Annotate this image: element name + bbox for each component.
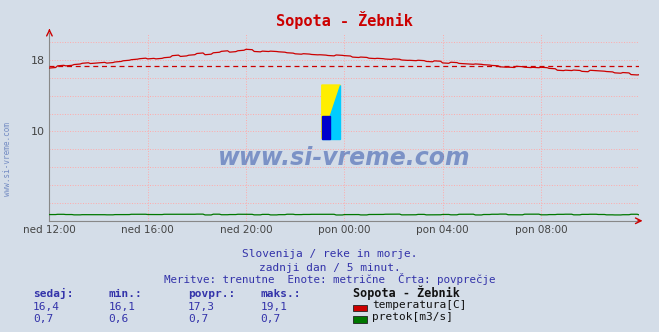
Text: zadnji dan / 5 minut.: zadnji dan / 5 minut. xyxy=(258,263,401,273)
Text: 17,3: 17,3 xyxy=(188,302,215,312)
Text: min.:: min.: xyxy=(109,289,142,299)
Text: sedaj:: sedaj: xyxy=(33,288,73,299)
Text: 0,7: 0,7 xyxy=(188,314,208,324)
Text: Slovenija / reke in morje.: Slovenija / reke in morje. xyxy=(242,249,417,259)
Text: 0,7: 0,7 xyxy=(260,314,281,324)
Text: temperatura[C]: temperatura[C] xyxy=(372,300,467,310)
Text: www.si-vreme.com: www.si-vreme.com xyxy=(3,123,13,196)
Text: www.si-vreme.com: www.si-vreme.com xyxy=(218,146,471,170)
Text: povpr.:: povpr.: xyxy=(188,289,235,299)
Text: 19,1: 19,1 xyxy=(260,302,287,312)
Text: 0,7: 0,7 xyxy=(33,314,53,324)
Text: 16,1: 16,1 xyxy=(109,302,136,312)
Text: maks.:: maks.: xyxy=(260,289,301,299)
Text: Meritve: trenutne  Enote: metrične  Črta: povprečje: Meritve: trenutne Enote: metrične Črta: … xyxy=(163,273,496,285)
Text: pretok[m3/s]: pretok[m3/s] xyxy=(372,312,453,322)
Title: Sopota - Žebnik: Sopota - Žebnik xyxy=(276,11,413,29)
Bar xyxy=(322,116,330,138)
Text: Sopota - Žebnik: Sopota - Žebnik xyxy=(353,286,459,300)
Polygon shape xyxy=(322,85,340,138)
Text: 16,4: 16,4 xyxy=(33,302,60,312)
Polygon shape xyxy=(322,85,340,138)
Text: 0,6: 0,6 xyxy=(109,314,129,324)
